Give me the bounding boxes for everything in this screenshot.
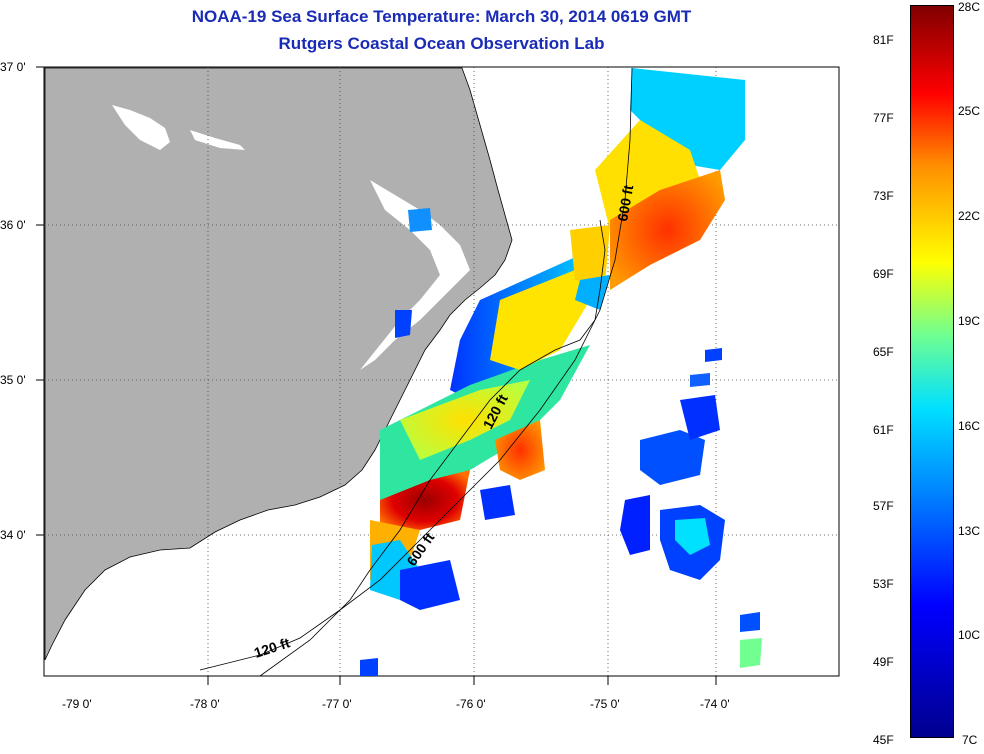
colorbar-f-label: 77F [873, 111, 894, 125]
colorbar-c-label: 16C [958, 419, 981, 433]
longitude-label: -75 0' [590, 697, 620, 711]
latitude-label: 36 0' [0, 218, 26, 232]
colorbar-c-label: 28C [958, 0, 981, 14]
colorbar-f-label: 65F [873, 345, 894, 359]
map-title: NOAA-19 Sea Surface Temperature: March 3… [191, 7, 692, 26]
colorbar-c-label: 13C [958, 524, 981, 538]
colorbar-c-label: 22C [958, 209, 981, 223]
longitude-label: -78 0' [190, 697, 220, 711]
colorbar-f-label: 69F [873, 267, 894, 281]
axis-ticks [36, 66, 717, 685]
colorbar-f-label: 45F [873, 733, 894, 747]
colorbar-c-label: 10C [958, 628, 981, 642]
sound-water [190, 130, 245, 150]
latitude-label: 34 0' [0, 528, 26, 542]
map-subtitle: Rutgers Coastal Ocean Observation Lab [278, 34, 605, 53]
colorbar-c-label: 19C [958, 314, 981, 328]
colorbar-f-label: 73F [873, 189, 894, 203]
longitude-label: -79 0' [62, 697, 92, 711]
longitude-label: -77 0' [322, 697, 352, 711]
colorbar-c-label: 25C [958, 104, 981, 118]
longitude-label: -74 0' [700, 697, 730, 711]
contour-label: 600 ft [614, 183, 636, 222]
colorbar-f-label: 81F [873, 33, 894, 47]
longitude-label: -76 0' [456, 697, 486, 711]
colorbar-c-label: 7C [962, 733, 978, 747]
colorbar-f-label: 53F [873, 577, 894, 591]
latitude-label: 37 0' [0, 60, 26, 74]
latitude-label: 35 0' [0, 373, 26, 387]
colorbar-f-label: 49F [873, 655, 894, 669]
sound-water [112, 105, 170, 150]
colorbar-f-label: 61F [873, 423, 894, 437]
colorbar-f-label: 57F [873, 499, 894, 513]
bathymetry-contours [199, 67, 633, 677]
temperature-colorbar [910, 5, 954, 738]
sound-water [360, 180, 470, 370]
sst-data-swath [360, 68, 762, 676]
